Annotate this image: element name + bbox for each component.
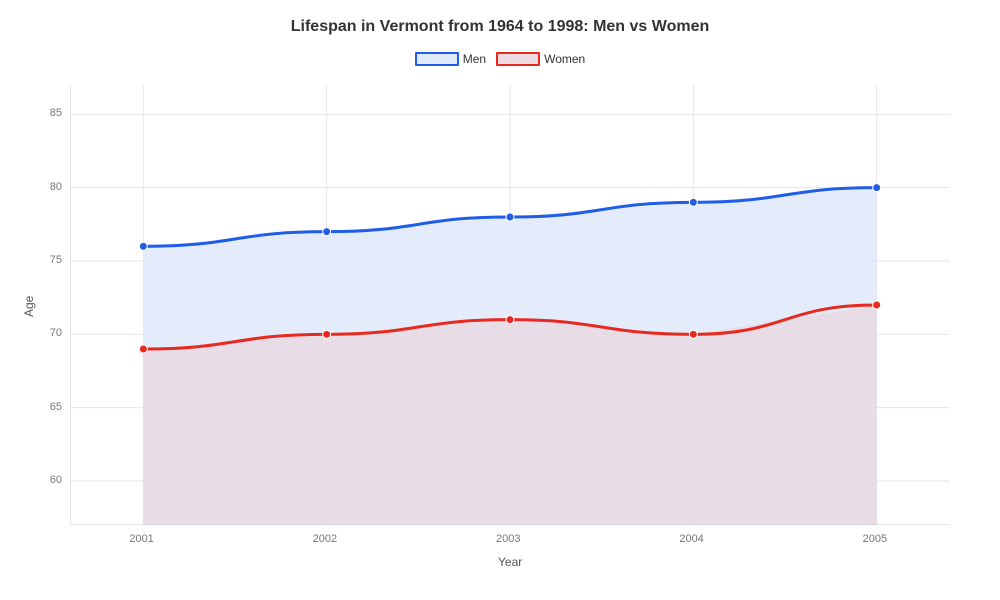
- y-tick-label: 60: [50, 474, 62, 486]
- legend-item-women[interactable]: Women: [496, 52, 585, 66]
- marker-men[interactable]: [873, 184, 881, 192]
- chart-svg: [70, 85, 950, 525]
- marker-women[interactable]: [323, 330, 331, 338]
- y-tick-label: 85: [50, 107, 62, 119]
- marker-women[interactable]: [873, 301, 881, 309]
- marker-men[interactable]: [139, 242, 147, 250]
- x-tick-label: 2004: [679, 533, 703, 545]
- y-tick-label: 80: [50, 181, 62, 193]
- legend-swatch-men: [415, 52, 459, 66]
- marker-men[interactable]: [689, 198, 697, 206]
- y-axis-label: Age: [22, 296, 36, 317]
- chart-title: Lifespan in Vermont from 1964 to 1998: M…: [0, 18, 1000, 36]
- legend-label-men: Men: [463, 52, 486, 66]
- marker-women[interactable]: [689, 330, 697, 338]
- legend-item-men[interactable]: Men: [415, 52, 486, 66]
- legend-swatch-women: [496, 52, 540, 66]
- plot-area: [70, 85, 950, 525]
- legend: Men Women: [0, 52, 1000, 66]
- x-tick-label: 2001: [129, 533, 153, 545]
- x-tick-label: 2005: [863, 533, 887, 545]
- y-tick-label: 70: [50, 327, 62, 339]
- legend-label-women: Women: [544, 52, 585, 66]
- marker-men[interactable]: [323, 228, 331, 236]
- marker-men[interactable]: [506, 213, 514, 221]
- marker-women[interactable]: [506, 316, 514, 324]
- x-tick-label: 2003: [496, 533, 520, 545]
- x-tick-label: 2002: [313, 533, 337, 545]
- y-tick-label: 75: [50, 254, 62, 266]
- x-axis-label: Year: [498, 555, 522, 569]
- y-tick-label: 65: [50, 401, 62, 413]
- marker-women[interactable]: [139, 345, 147, 353]
